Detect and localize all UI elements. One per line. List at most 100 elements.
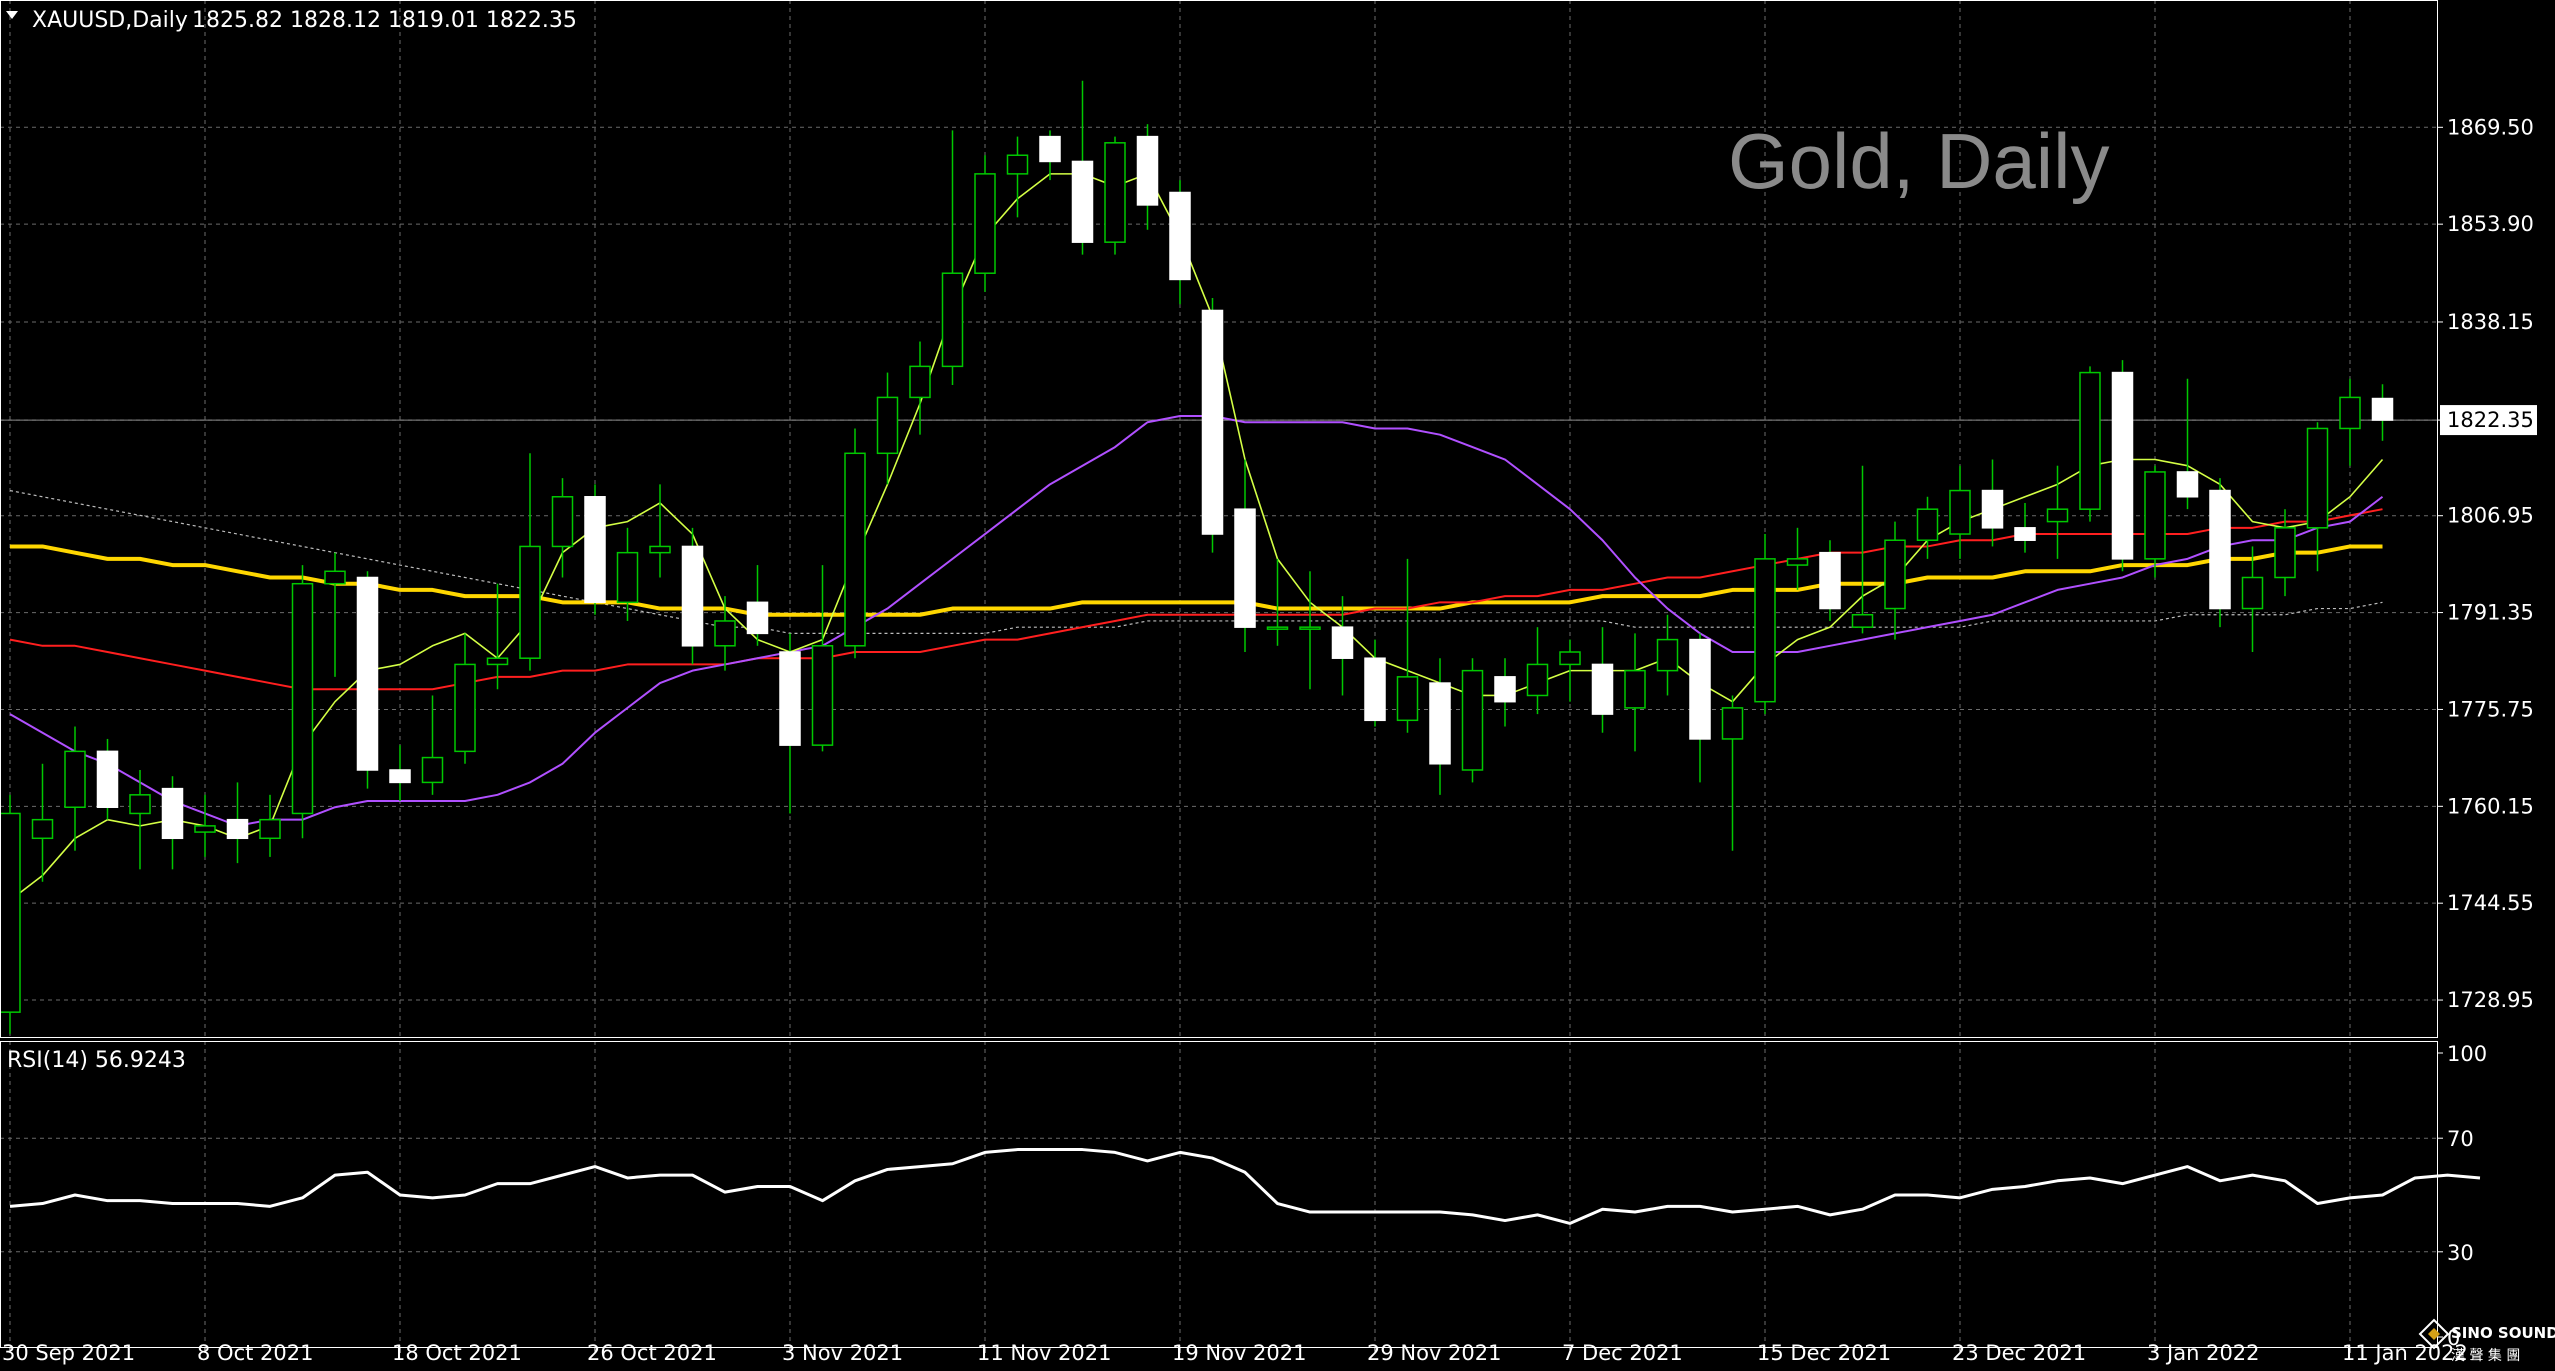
candle-body-bull <box>64 750 86 808</box>
candle-body-bear <box>681 545 704 647</box>
candle-body-bear <box>1331 626 1354 659</box>
candle-body-bull <box>2079 371 2101 510</box>
rsi-tick-label: 30 <box>2447 1241 2474 1265</box>
date-tick-label: 26 Oct 2021 <box>587 1341 717 1365</box>
candle-body-bear <box>779 651 801 746</box>
candle-body-bull <box>1916 508 1939 541</box>
date-tick-label: 11 Nov 2021 <box>977 1341 1112 1365</box>
candle-body-bear <box>1071 160 1094 243</box>
candle <box>974 155 996 292</box>
candle-body-bull <box>1006 154 1029 175</box>
date-tick-label: 23 Dec 2021 <box>1952 1341 2086 1365</box>
candle <box>31 763 54 882</box>
candle-body-bull <box>1559 651 1581 666</box>
date-tick-label: 19 Nov 2021 <box>1172 1341 1307 1365</box>
price-tick-label: 1775.75 <box>2447 697 2534 721</box>
price-tick-label: 1806.95 <box>2447 504 2534 528</box>
candle-body-bull <box>1949 489 1971 535</box>
logo-name: SINO SOUND <box>2451 1324 2555 1342</box>
candle <box>324 552 346 677</box>
candle <box>1819 540 1841 621</box>
candle-body-bear <box>226 818 249 840</box>
candle-body-bull <box>1461 669 1484 771</box>
date-tick-label: 15 Dec 2021 <box>1757 1341 1891 1365</box>
candle-body-bull <box>551 496 574 548</box>
candle <box>1396 558 1419 733</box>
date-tick-label: 30 Sep 2021 <box>2 1341 135 1365</box>
price-axis: 1869.50 1853.90 1838.15 1806.95 1791.35 1775.… <box>2437 115 2534 1012</box>
rsi-panel[interactable]: 100 70 30 0 <box>0 1042 2487 1350</box>
candle <box>1624 633 1646 752</box>
price-tick-label: 1869.50 <box>2447 115 2534 139</box>
ma-gold-line <box>10 544 2383 617</box>
candle-body-bull <box>1396 676 1419 722</box>
candle <box>1689 633 1711 783</box>
candle-body-bull <box>324 570 346 585</box>
candle-body-bull <box>844 452 866 647</box>
candle-body-bear <box>161 787 184 840</box>
candle-body-bear <box>2176 471 2199 498</box>
current-price-label: 1822.35 <box>2447 408 2534 432</box>
candle-body-bull <box>941 272 964 368</box>
date-tick-label: 29 Nov 2021 <box>1367 1341 1502 1365</box>
candle <box>1754 534 1776 715</box>
candle-body-bull <box>2306 427 2329 529</box>
rsi-tick-label: 70 <box>2447 1127 2474 1151</box>
candle-body-bull <box>1721 707 1744 740</box>
candle <box>1526 627 1549 715</box>
ohlc-values: 1825.82 1828.12 1819.01 1822.35 <box>192 8 577 33</box>
candle-body-bear <box>1136 135 1159 206</box>
candle <box>1039 130 1061 181</box>
candle-body-bear <box>1494 676 1516 703</box>
logo-diamond-icon <box>2418 1318 2450 1350</box>
current-price-tag <box>2440 405 2537 436</box>
candle-body-bear <box>1169 191 1191 281</box>
candle <box>1916 496 1939 559</box>
collapse-triangle-icon[interactable] <box>6 11 18 19</box>
candle <box>291 565 314 839</box>
candle-body-bear <box>356 576 379 771</box>
candle <box>2079 366 2101 522</box>
candle <box>2241 546 2264 653</box>
candle-body-bull <box>2241 576 2264 610</box>
date-tick-label: 3 Nov 2021 <box>782 1341 903 1365</box>
candle <box>2339 378 2361 466</box>
symbol-label: XAUUSD,Daily <box>32 8 188 33</box>
date-tick-label: 8 Oct 2021 <box>197 1341 313 1365</box>
candle <box>2111 360 2134 572</box>
candle <box>129 769 151 870</box>
candle-body-bull <box>486 657 509 666</box>
candle <box>584 484 606 615</box>
candle-body-bull <box>454 663 476 753</box>
price-tick-label: 1853.90 <box>2447 212 2534 236</box>
candle-body-bear <box>1819 551 1841 610</box>
candle <box>1299 571 1321 690</box>
candlesticks[interactable] <box>0 80 2394 1034</box>
candle <box>1266 558 1289 646</box>
logo-diamond-inner-icon <box>2428 1328 2440 1340</box>
candle-body-bear <box>1039 135 1061 163</box>
candle <box>941 130 964 385</box>
candle-body-bull <box>1786 558 1809 566</box>
watermark-title: Gold, Daily <box>1728 117 2109 205</box>
candle <box>2274 509 2296 597</box>
candle <box>2371 384 2394 441</box>
candle-body-bull <box>0 812 21 1013</box>
candle-body-bear <box>2014 527 2036 541</box>
candle <box>2306 422 2329 572</box>
candle <box>1559 639 1581 702</box>
price-tick-label: 1791.35 <box>2447 601 2534 625</box>
candle <box>779 633 801 814</box>
candle <box>2176 378 2199 510</box>
candle-body-bull <box>1526 663 1549 697</box>
candle-body-bull <box>1624 669 1646 709</box>
candle <box>1104 136 1126 255</box>
candle-body-bear <box>96 750 119 808</box>
candle <box>1949 465 1971 559</box>
candle-body-bull <box>31 818 54 840</box>
candle <box>1331 596 1354 696</box>
candle <box>551 478 574 578</box>
candle <box>194 794 216 857</box>
date-tick-label: 11 Jan 2022 <box>2342 1341 2468 1365</box>
